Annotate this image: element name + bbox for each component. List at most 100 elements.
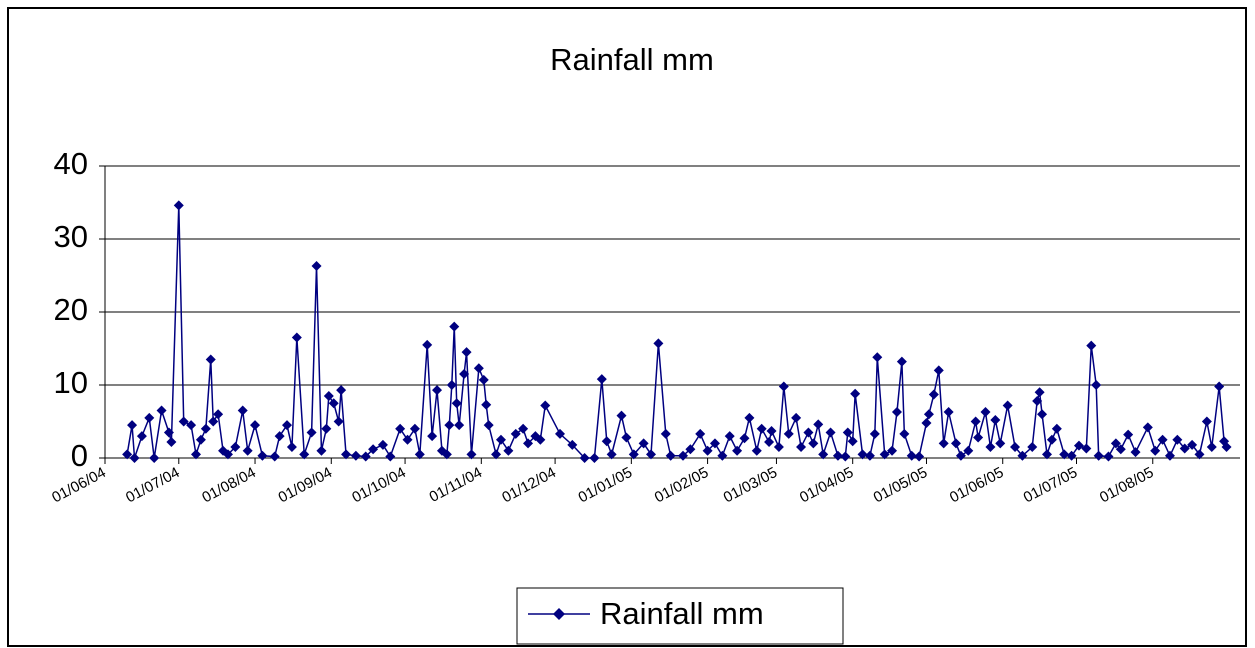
data-point	[299, 449, 310, 460]
data-point	[444, 420, 455, 431]
data-point	[606, 449, 617, 460]
data-point	[1221, 442, 1232, 453]
data-point	[368, 444, 379, 455]
data-point	[891, 407, 902, 418]
data-point	[1157, 434, 1168, 445]
data-point	[200, 423, 211, 434]
data-point	[555, 428, 566, 439]
data-point	[766, 425, 777, 436]
data-point	[481, 399, 492, 410]
legend-marker	[553, 608, 565, 620]
data-point	[1027, 442, 1038, 453]
data-point	[427, 431, 438, 442]
data-point	[1010, 442, 1021, 453]
data-point	[803, 427, 814, 438]
data-point	[933, 365, 944, 376]
data-point	[286, 442, 297, 453]
data-point	[461, 347, 472, 358]
data-point	[230, 442, 241, 453]
data-point	[938, 438, 949, 449]
data-point	[402, 434, 413, 445]
data-point	[186, 420, 197, 431]
data-point	[872, 352, 883, 363]
data-point	[491, 449, 502, 460]
data-point	[173, 200, 184, 211]
data-point	[195, 434, 206, 445]
data-point	[906, 450, 917, 461]
data-point	[850, 388, 861, 399]
data-point	[242, 445, 253, 456]
data-point	[441, 449, 452, 460]
data-point	[432, 385, 443, 396]
data-point	[269, 451, 280, 462]
data-point	[1002, 400, 1013, 411]
data-point	[127, 420, 138, 431]
data-point	[257, 450, 268, 461]
y-tick-label: 10	[54, 365, 88, 400]
data-point	[950, 438, 961, 449]
data-point	[1150, 445, 1161, 456]
data-point	[454, 420, 465, 431]
data-point	[1081, 443, 1092, 454]
data-point	[973, 432, 984, 443]
data-point	[665, 450, 676, 461]
data-point	[1093, 450, 1104, 461]
data-point	[764, 436, 775, 447]
data-point	[847, 436, 858, 447]
data-point	[178, 416, 189, 427]
data-point	[813, 419, 824, 430]
data-point	[385, 451, 396, 462]
data-point	[616, 410, 627, 421]
data-point	[963, 445, 974, 456]
data-point	[589, 453, 600, 463]
data-point	[744, 412, 755, 423]
data-point	[1194, 449, 1205, 460]
data-point	[914, 451, 925, 462]
data-point	[1041, 449, 1052, 460]
data-point	[321, 423, 332, 434]
data-point	[1037, 409, 1048, 420]
data-point	[483, 420, 494, 431]
data-point	[923, 409, 934, 420]
data-point	[724, 431, 735, 442]
data-point	[928, 389, 939, 400]
data-point	[316, 445, 327, 456]
data-point	[995, 438, 1006, 449]
data-point	[503, 445, 514, 456]
data-point	[653, 338, 664, 349]
data-point	[129, 453, 140, 463]
y-tick-label: 30	[54, 219, 88, 254]
data-point	[896, 356, 907, 367]
data-point	[702, 445, 713, 456]
data-point	[695, 428, 706, 439]
data-point	[1066, 450, 1077, 461]
data-point	[473, 363, 484, 374]
data-point	[638, 438, 649, 449]
data-point	[970, 416, 981, 427]
data-point	[887, 445, 898, 456]
data-point	[1179, 443, 1190, 454]
data-point	[791, 412, 802, 423]
chart-frame	[7, 7, 1247, 647]
data-point	[208, 416, 219, 427]
data-point	[1073, 440, 1084, 451]
data-point	[350, 450, 361, 461]
data-point	[1214, 381, 1225, 392]
data-point	[1164, 450, 1175, 461]
data-point	[122, 449, 133, 460]
data-point	[1051, 423, 1062, 434]
data-point	[579, 453, 590, 463]
data-point	[1046, 434, 1057, 445]
data-point	[414, 449, 425, 460]
data-point	[857, 449, 868, 460]
data-point	[237, 405, 248, 416]
data-point	[732, 445, 743, 456]
data-point	[306, 427, 317, 438]
y-tick-label: 20	[54, 292, 88, 327]
data-point	[1086, 340, 1097, 351]
data-point	[336, 385, 347, 396]
data-point	[205, 354, 216, 365]
data-point	[136, 431, 147, 442]
data-point	[601, 436, 612, 447]
data-point	[783, 428, 794, 439]
